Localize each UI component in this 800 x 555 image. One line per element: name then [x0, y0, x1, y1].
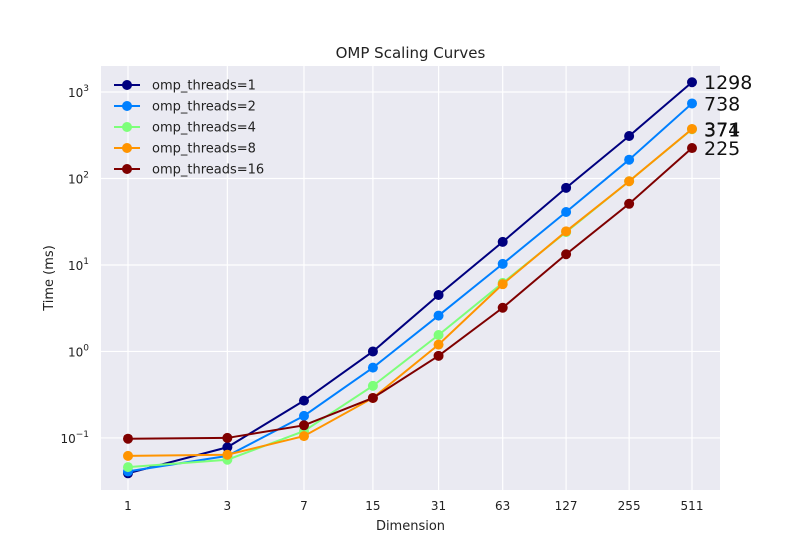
data-point	[123, 433, 133, 444]
y-tick-label: 103	[68, 84, 89, 100]
data-point	[561, 182, 572, 193]
end-value-label: 1298	[704, 72, 752, 94]
data-point	[561, 249, 572, 260]
legend: omp_threads=1 omp_threads=2 omp_threads=4o…	[114, 79, 264, 178]
data-point	[298, 395, 309, 406]
y-tick-label: 10−1	[60, 430, 89, 446]
legend-label: omp_threads=16	[152, 163, 264, 178]
series-lines	[123, 77, 697, 479]
series-omp-threads-1	[123, 77, 697, 479]
x-tick-label: 255	[618, 499, 641, 513]
data-point	[561, 206, 572, 217]
data-point	[624, 198, 635, 209]
plot-area	[101, 66, 720, 490]
end-value-label: 225	[704, 138, 740, 160]
data-point	[433, 289, 444, 300]
data-point	[687, 98, 697, 109]
data-point	[687, 77, 697, 88]
legend-item: omp_threads=8	[114, 142, 256, 157]
x-tick-label: 511	[681, 499, 704, 513]
y-tick-label: 100	[68, 343, 89, 359]
data-point	[298, 431, 309, 442]
data-point	[367, 346, 378, 357]
data-point	[367, 380, 378, 391]
data-point	[687, 123, 697, 134]
data-point	[298, 420, 309, 431]
x-tick-label: 63	[495, 499, 510, 513]
x-tick-label: 127	[555, 499, 578, 513]
data-point	[123, 462, 133, 473]
x-tick-label: 3	[224, 499, 232, 513]
data-point	[433, 350, 444, 361]
data-point	[222, 449, 233, 460]
x-tick-label: 1	[124, 499, 132, 513]
data-point	[298, 410, 309, 421]
series-omp-threads-2	[123, 98, 697, 477]
data-point	[624, 154, 635, 165]
data-point	[367, 392, 378, 403]
legend-swatch-marker	[122, 80, 132, 90]
legend-label: omp_threads=8	[152, 142, 256, 157]
data-point	[222, 432, 233, 443]
legend-label: omp_threads=2	[152, 100, 256, 115]
data-point	[624, 176, 635, 187]
legend-swatch-marker	[122, 122, 132, 132]
x-tick-label: 7	[300, 499, 308, 513]
data-point	[624, 131, 635, 142]
x-tick-labels: 1 3 7 15 31 63 127 255 511	[124, 499, 703, 513]
data-point	[561, 226, 572, 237]
y-tick-label: 101	[68, 257, 89, 273]
x-tick-label: 15	[365, 499, 380, 513]
data-point	[497, 302, 508, 313]
data-point	[497, 279, 508, 290]
end-value-label: 738	[704, 93, 740, 115]
chart-title: OMP Scaling Curves	[336, 44, 486, 62]
series-omp-threads-16	[123, 143, 697, 444]
data-point	[433, 339, 444, 350]
data-point	[433, 330, 444, 341]
legend-swatch-marker	[122, 143, 132, 153]
y-axis-label: Time (ms)	[42, 245, 57, 312]
legend-item: omp_threads=1	[114, 79, 256, 94]
legend-label: omp_threads=1	[152, 79, 256, 94]
data-point	[222, 442, 233, 453]
data-point	[687, 143, 697, 154]
data-point	[367, 362, 378, 373]
data-point	[433, 310, 444, 321]
end-value-label: 374	[704, 119, 740, 141]
legend-item: omp_threads=16	[114, 163, 264, 178]
end-value-label: 371	[704, 119, 740, 141]
legend-swatch-marker	[122, 101, 132, 111]
legend-swatch-marker	[122, 164, 132, 174]
legend-item: omp_threads=4	[114, 121, 256, 136]
x-tick-label: 31	[431, 499, 446, 513]
y-tick-label: 102	[68, 171, 89, 187]
y-tick-labels: 10−1 100 101 102 103	[60, 84, 89, 446]
data-point	[123, 450, 133, 461]
legend-item: omp_threads=2	[114, 100, 256, 115]
legend-label: omp_threads=4	[152, 121, 256, 136]
data-point	[497, 236, 508, 247]
data-point	[497, 258, 508, 269]
x-axis-label: Dimension	[376, 519, 445, 534]
